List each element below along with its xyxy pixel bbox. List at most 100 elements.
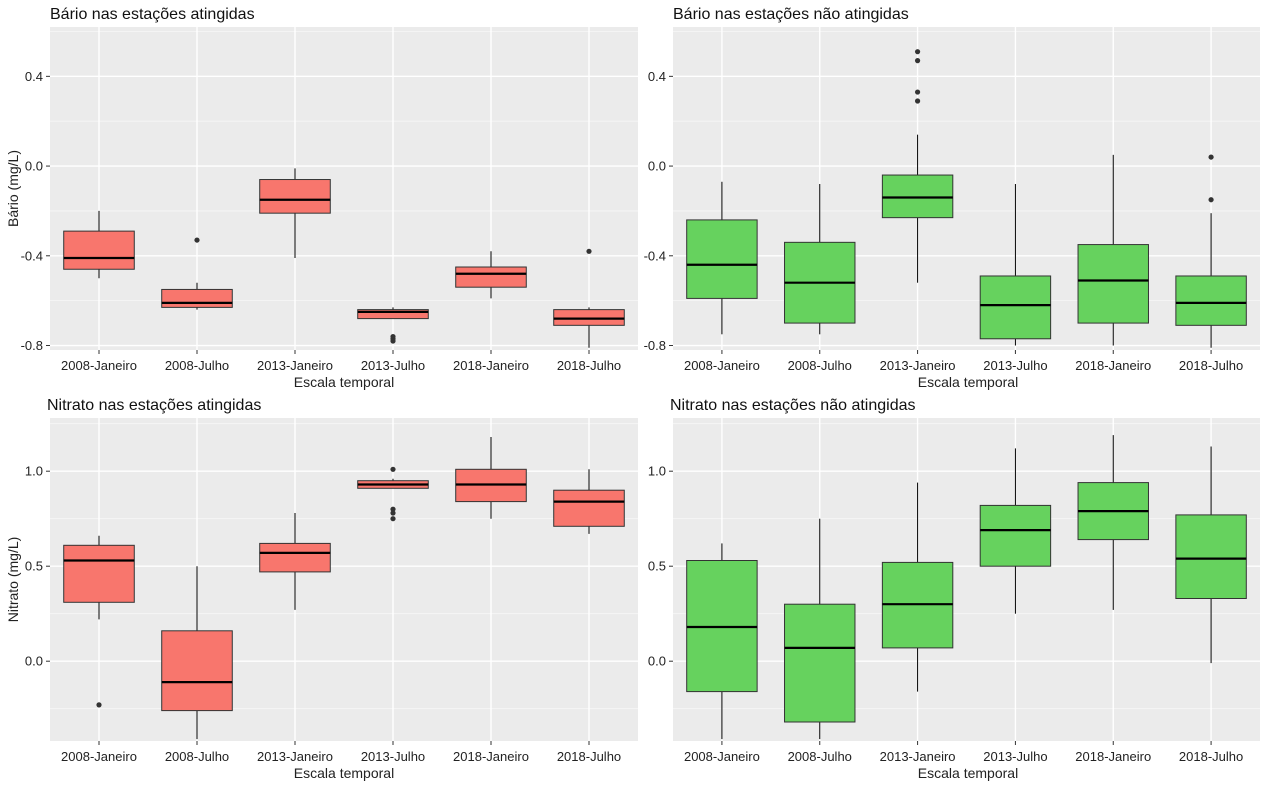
outlier-point <box>96 702 102 708</box>
x-tick-label: 2018-Julho <box>1179 749 1243 764</box>
outlier-point <box>914 49 921 55</box>
outlier-point <box>914 58 921 64</box>
box-body <box>881 174 954 219</box>
x-axis-label: Escala temporal <box>918 374 1018 390</box>
x-tick-label: 2008-Julho <box>165 358 229 373</box>
box-body <box>63 230 135 270</box>
panel-background <box>50 418 638 741</box>
panel-3: 1.0 0.5 0.0 2008-Janeiro 2008-Julho 2013-Jane… <box>5 397 638 781</box>
y-tick-label: 0.5 <box>25 559 43 574</box>
y-tick-label: 0.0 <box>25 654 43 669</box>
x-tick-label: 2013-Julho <box>983 749 1047 764</box>
x-tick-label: 2013-Janeiro <box>257 749 333 764</box>
outlier-point <box>390 506 396 512</box>
box-2008-Janeiro <box>686 543 758 740</box>
box-2018-Julho <box>553 469 625 534</box>
panel-title: Bário nas estações atingidas <box>50 6 255 23</box>
x-axis-label: Escala temporal <box>294 765 394 781</box>
outlier-point <box>586 248 592 254</box>
x-tick-label: 2018-Janeiro <box>453 358 529 373</box>
box-2013-Julho <box>979 184 1052 346</box>
box-2013-Janeiro <box>881 49 954 283</box>
y-tick-label: 0.0 <box>648 159 666 174</box>
box-body <box>1175 275 1247 326</box>
y-tick-label: 1.0 <box>25 464 43 479</box>
x-tick-label: 2008-Julho <box>788 749 852 764</box>
x-tick-label: 2018-Julho <box>557 358 621 373</box>
box-2018-Janeiro <box>1077 154 1149 346</box>
panel-background <box>673 27 1260 350</box>
box-2018-Julho <box>1175 154 1247 348</box>
y-axis-label: Nitrato (mg/L) <box>5 537 21 623</box>
panel-title: Nitrato nas estações não atingidas <box>670 397 915 414</box>
panel-4: 1.0 0.5 0.0 2008-Janeiro 2008-Julho 2013-Jane… <box>648 397 1260 781</box>
y-tick-label: -0.8 <box>644 338 666 353</box>
panel-title: Bário nas estações não atingidas <box>673 6 909 23</box>
y-tick-label: 0.0 <box>648 654 666 669</box>
x-tick-label: 2018-Janeiro <box>1075 358 1151 373</box>
x-tick-label: 2008-Janeiro <box>61 358 137 373</box>
box-body <box>357 309 429 320</box>
x-axis-label: Escala temporal <box>918 765 1018 781</box>
outlier-point <box>1208 154 1214 160</box>
panel-title: Nitrato nas estações atingidas <box>47 397 261 414</box>
box-2013-Julho <box>357 466 429 522</box>
box-2008-Janeiro <box>63 210 135 279</box>
y-tick-label: 1.0 <box>648 464 666 479</box>
box-2013-Janeiro <box>259 168 331 259</box>
box-2008-Janeiro <box>63 535 135 708</box>
x-tick-label: 2018-Julho <box>1179 358 1243 373</box>
y-tick-label: 0.4 <box>648 69 666 84</box>
box-body <box>979 275 1052 340</box>
box-2008-Janeiro <box>686 181 758 335</box>
y-tick-label: 0.0 <box>25 159 43 174</box>
box-2013-Julho <box>979 448 1052 614</box>
box-2018-Janeiro <box>455 437 527 519</box>
box-body <box>1175 514 1247 600</box>
panel-background <box>673 418 1260 741</box>
box-2008-Julho <box>784 184 856 335</box>
panel-1: 0.4 0.0 -0.4 -0.8 2008-Janeiro 2008-Julho 2013… <box>5 6 638 390</box>
box-body <box>553 489 625 527</box>
y-axis-label: Bário (mg/L) <box>5 150 21 227</box>
box-body <box>161 630 233 712</box>
x-tick-label: 2008-Janeiro <box>684 749 760 764</box>
box-2008-Julho <box>161 566 233 740</box>
outlier-point <box>914 89 921 95</box>
x-tick-label: 2013-Janeiro <box>880 749 956 764</box>
box-body <box>63 544 135 603</box>
outlier-point <box>390 516 396 522</box>
box-body <box>979 504 1052 567</box>
outlier-point <box>914 98 921 104</box>
box-body <box>1077 244 1149 324</box>
box-body <box>784 603 856 723</box>
x-tick-label: 2013-Julho <box>361 358 425 373</box>
panel-2: 0.4 0.0 -0.4 -0.8 2008-Janeiro 2008-Julho 2013… <box>644 6 1260 390</box>
box-body <box>686 219 758 299</box>
x-tick-label: 2008-Julho <box>788 358 852 373</box>
box-2008-Julho <box>161 237 233 310</box>
x-tick-label: 2018-Janeiro <box>453 749 529 764</box>
outlier-point <box>194 237 200 243</box>
box-2013-Janeiro <box>881 482 954 692</box>
outlier-point <box>390 510 396 516</box>
box-2018-Janeiro <box>1077 435 1149 610</box>
box-2018-Julho <box>1175 446 1247 664</box>
y-tick-label: 0.4 <box>25 69 43 84</box>
box-2008-Julho <box>784 518 856 740</box>
x-tick-label: 2008-Janeiro <box>61 749 137 764</box>
y-tick-label: -0.8 <box>21 338 43 353</box>
box-2013-Julho <box>357 307 429 344</box>
y-tick-label: -0.4 <box>21 248 43 263</box>
box-body <box>553 309 625 326</box>
x-tick-label: 2008-Julho <box>165 749 229 764</box>
x-axis-label: Escala temporal <box>294 374 394 390</box>
y-tick-label: 0.5 <box>648 559 666 574</box>
outlier-point <box>390 466 396 472</box>
box-body <box>259 179 331 214</box>
x-tick-label: 2018-Julho <box>557 749 621 764</box>
box-2018-Janeiro <box>455 251 527 299</box>
outlier-point <box>390 338 396 344</box>
x-tick-label: 2008-Janeiro <box>684 358 760 373</box>
